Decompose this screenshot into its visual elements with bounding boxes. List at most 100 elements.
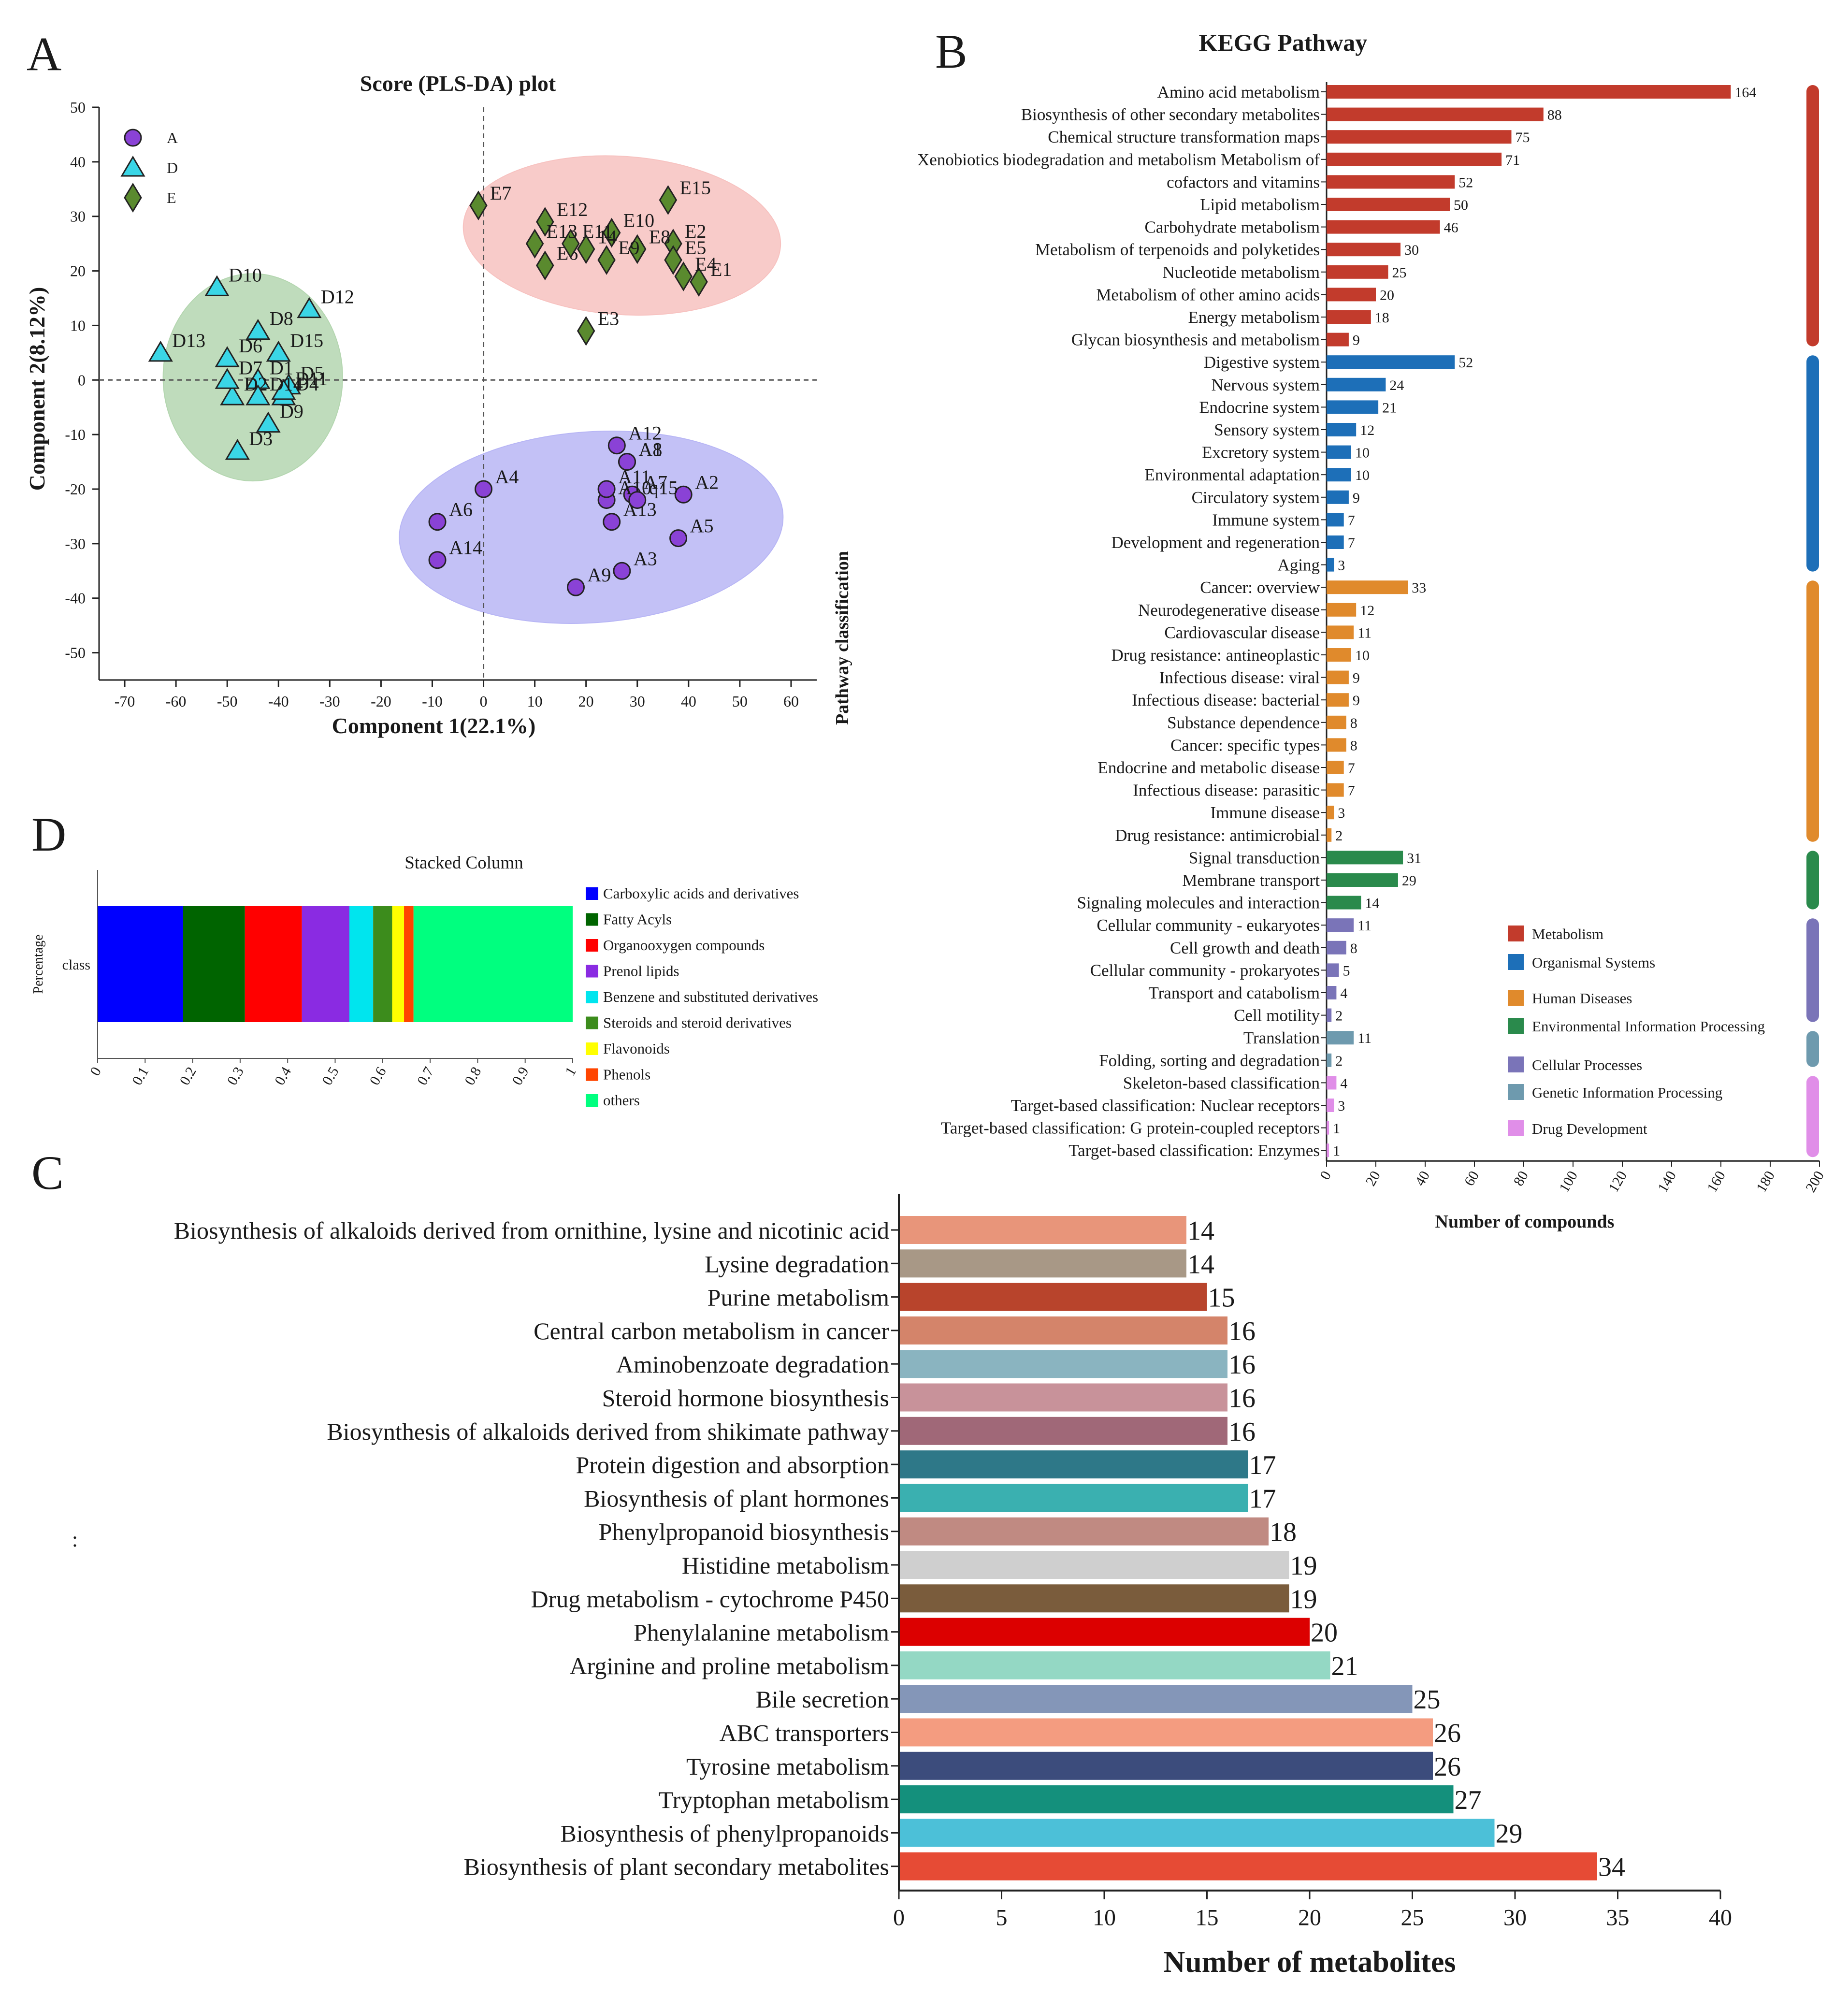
point-label-d10: D10 bbox=[229, 264, 262, 286]
point-label-e2: E2 bbox=[685, 220, 706, 242]
stacked-legend-label-steroids-and-steroid-derivatives: Steroids and steroid derivatives bbox=[603, 1014, 792, 1031]
metabolite-bar-protein-digestion-and-absorption bbox=[900, 1450, 1248, 1479]
kegg-value-skeleton-based-classification: 4 bbox=[1340, 1075, 1347, 1091]
point-a6 bbox=[428, 513, 447, 531]
kegg-category-carbohydrate-metabolism: Carbohydrate metabolism bbox=[1144, 218, 1320, 237]
point-label-d11: D11 bbox=[295, 368, 328, 390]
y-axis-title: Component 2(8.12%) bbox=[25, 287, 49, 491]
point-e7 bbox=[469, 190, 488, 221]
point-label-e3: E3 bbox=[598, 308, 619, 330]
point-14 bbox=[577, 234, 595, 264]
kegg-bar-immune-system bbox=[1327, 513, 1344, 527]
point-label-a11: A11 bbox=[618, 466, 650, 488]
metabolite-category-phenylpropanoid-biosynthesis: Phenylpropanoid biosynthesis bbox=[599, 1519, 889, 1546]
metabolite-category-arginine-and-proline-metabolism: Arginine and proline metabolism bbox=[570, 1652, 890, 1679]
point-e4 bbox=[674, 261, 693, 291]
y-tick-label: 0 bbox=[78, 371, 86, 389]
kegg-value-infectious-disease-parasitic: 7 bbox=[1348, 783, 1355, 799]
point-label-d15: D15 bbox=[290, 330, 323, 351]
metabolite-value-bile-secretion: 25 bbox=[1414, 1685, 1441, 1715]
panel-letter-c: C bbox=[31, 1146, 64, 1200]
point-d8 bbox=[245, 318, 271, 340]
point-label-a4: A4 bbox=[495, 466, 519, 488]
stacked-segment-fatty-acyls bbox=[183, 906, 245, 1022]
metabolite-value-phenylalanine-metabolism: 20 bbox=[1311, 1618, 1338, 1648]
y-tick-label: 40 bbox=[70, 153, 86, 171]
panel-letter-b: B bbox=[935, 25, 967, 78]
kegg-x-tick-label: 20 bbox=[1362, 1168, 1384, 1188]
kegg-category-endocrine-and-metabolic-disease: Endocrine and metabolic disease bbox=[1097, 758, 1320, 777]
point-label-e13: E13 bbox=[547, 220, 578, 242]
metabolite-value-abc-transporters: 26 bbox=[1434, 1719, 1461, 1749]
x-tick-label: 40 bbox=[681, 693, 696, 710]
point-d9 bbox=[256, 411, 281, 433]
kegg-bar-lipid-metabolism bbox=[1327, 198, 1450, 211]
kegg-x-tick-label: 140 bbox=[1655, 1168, 1679, 1195]
stacked-legend-label-organooxygen-compounds: Organooxygen compounds bbox=[603, 937, 765, 954]
kegg-value-cell-growth-and-death: 8 bbox=[1350, 940, 1357, 956]
point-e12 bbox=[536, 207, 554, 237]
metabolite-bar-lysine-degradation bbox=[900, 1249, 1186, 1278]
stacked-legend-label-fatty-acyls: Fatty Acyls bbox=[603, 911, 672, 928]
point-d10 bbox=[204, 275, 230, 296]
metabolite-value-phenylpropanoid-biosynthesis: 18 bbox=[1270, 1518, 1297, 1548]
point-d13 bbox=[148, 340, 173, 362]
stacked-x-tick-label: 0 bbox=[87, 1064, 104, 1078]
y-tick-label: 20 bbox=[70, 262, 86, 280]
legend-marker-e bbox=[124, 183, 142, 213]
kegg-category-translation: Translation bbox=[1243, 1028, 1320, 1047]
stacked-legend-label-benzene-and-substituted-derivatives: Benzene and substituted derivatives bbox=[603, 988, 818, 1005]
point-label-a2: A2 bbox=[695, 471, 719, 493]
kegg-category-excretory-system: Excretory system bbox=[1202, 443, 1320, 462]
metabolite-value-tyrosine-metabolism: 26 bbox=[1434, 1752, 1461, 1782]
metabolite-bar-phenylpropanoid-biosynthesis bbox=[900, 1517, 1269, 1546]
stacked-legend-swatch-prenol-lipids bbox=[586, 965, 598, 978]
kegg-category-development-and-regeneration: Development and regeneration bbox=[1112, 533, 1320, 552]
kegg-bar-signaling-molecules-and-interaction bbox=[1327, 896, 1361, 910]
point-label-a12: A12 bbox=[628, 422, 662, 444]
point-label-e4: E4 bbox=[695, 253, 716, 275]
legend-swatch-environmental-information-processing bbox=[1508, 1018, 1524, 1034]
y-tick-label: 10 bbox=[70, 317, 86, 334]
legend-swatch-human-diseases bbox=[1508, 990, 1524, 1006]
stacked-y-axis-title: Percentage bbox=[31, 935, 46, 994]
kegg-value-drug-resistance-antimicrobial: 2 bbox=[1335, 828, 1343, 844]
point-label-a8: A8 bbox=[639, 439, 663, 461]
point-a3 bbox=[613, 562, 631, 580]
panel-b-kegg-pathway-chart: KEGG Pathway Amino acid metabolism 164 Bios… bbox=[832, 29, 1827, 1232]
stacked-segment-phenols bbox=[404, 906, 414, 1022]
kegg-value-circulatory-system: 9 bbox=[1353, 490, 1360, 506]
kegg-category-cancer-specific-types: Cancer: specific types bbox=[1170, 736, 1320, 754]
metabolite-bar-abc-transporters bbox=[900, 1718, 1433, 1747]
kegg-category-target-based-classification-nuclear-receptors: Target-based classification: Nuclear rec… bbox=[1011, 1096, 1320, 1115]
kegg-value-sensory-system: 12 bbox=[1360, 422, 1374, 438]
stacked-legend-label-others: others bbox=[603, 1092, 640, 1109]
kegg-value-chemical-structure-transformation-maps: 75 bbox=[1516, 130, 1530, 145]
kegg-bar-transport-and-catabolism bbox=[1327, 986, 1337, 999]
metabolite-value-arginine-and-proline-metabolism: 21 bbox=[1331, 1651, 1358, 1681]
kegg-y-axis-title: Pathway classification bbox=[832, 551, 852, 725]
y-tick-label: -20 bbox=[65, 480, 86, 498]
kegg-bar-cardiovascular-disease bbox=[1327, 625, 1354, 639]
kegg-bar-chemical-structure-transformation-maps bbox=[1327, 130, 1512, 144]
point-label-a7: A7 bbox=[644, 471, 667, 493]
kegg-value-lipid-metabolism: 50 bbox=[1454, 197, 1468, 213]
kegg-category-target-based-classification-g-protein-coupled-receptors: Target-based classification: G protein-c… bbox=[941, 1119, 1320, 1138]
group-bar-environmental-information-processing bbox=[1806, 851, 1819, 910]
metabolite-bar-tyrosine-metabolism bbox=[900, 1751, 1433, 1780]
kegg-value-excretory-system: 10 bbox=[1355, 445, 1370, 461]
kegg-value-target-based-classification-enzymes: 1 bbox=[1333, 1143, 1340, 1159]
panel-letter-a: A bbox=[27, 27, 61, 81]
kegg-category-lipid-metabolism: Lipid metabolism bbox=[1200, 195, 1320, 214]
kegg-bar-cancer-overview bbox=[1327, 580, 1408, 594]
kegg-category-digestive-system: Digestive system bbox=[1204, 353, 1320, 372]
x-tick-label: -30 bbox=[319, 693, 340, 710]
kegg-x-tick-label: 60 bbox=[1461, 1168, 1482, 1188]
x-tick-label: 60 bbox=[783, 693, 799, 710]
stacked-segment-others bbox=[413, 906, 573, 1022]
confidence-ellipse-a bbox=[399, 431, 784, 624]
kegg-value-target-based-classification-nuclear-receptors: 3 bbox=[1338, 1098, 1345, 1114]
kegg-category-cell-growth-and-death: Cell growth and death bbox=[1170, 939, 1320, 957]
metabolite-category-tyrosine-metabolism: Tyrosine metabolism bbox=[686, 1753, 889, 1780]
y-tick-label: -50 bbox=[65, 644, 86, 662]
